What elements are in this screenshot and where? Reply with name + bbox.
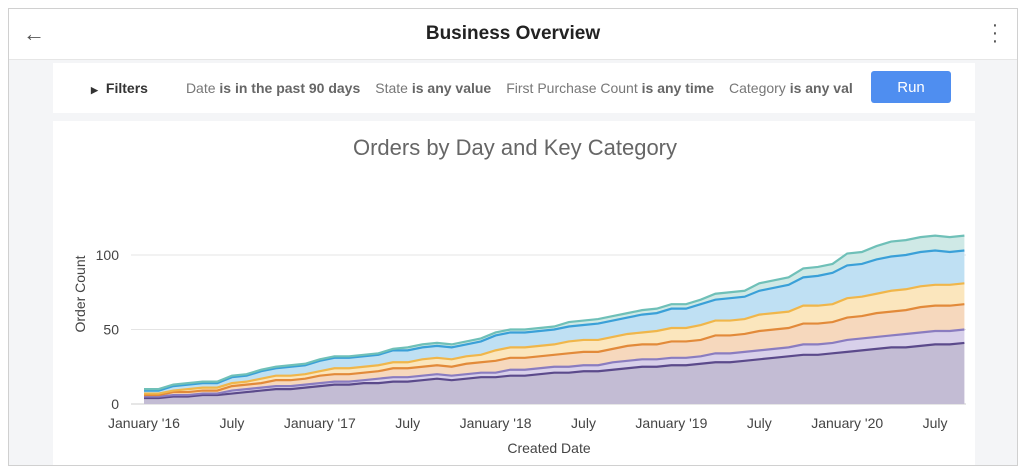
line-series-1 xyxy=(144,328,965,398)
y-tick-label: 0 xyxy=(111,396,119,412)
filter-field: First Purchase Count xyxy=(506,80,638,96)
chart: Orders by Day and Key Category Created D… xyxy=(72,135,966,456)
area-series-3 xyxy=(144,283,965,396)
filter-condition: is in the past 90 days xyxy=(219,80,361,96)
filter-condition: is any time xyxy=(641,80,714,96)
y-tick-label: 100 xyxy=(96,247,120,263)
line-series-4 xyxy=(144,249,965,392)
filter-condition: is any value xyxy=(411,80,492,96)
filter-field: Category xyxy=(729,80,786,96)
y-axis-label: Order Count xyxy=(72,255,88,332)
x-tick-label: January '16 xyxy=(108,415,180,431)
kebab-icon[interactable]: · · · xyxy=(991,14,999,52)
caret-right-icon: ▶ xyxy=(91,85,98,95)
chart-card: Orders by Day and Key Category Created D… xyxy=(53,121,975,465)
line-series-5 xyxy=(144,234,965,391)
header: ← Business Overview · · · xyxy=(9,9,1017,60)
x-tick-label: July xyxy=(219,415,244,431)
area-series-5 xyxy=(144,235,965,391)
filter-state[interactable]: State is any value xyxy=(375,80,491,96)
filter-field: State xyxy=(375,80,408,96)
line-series-0 xyxy=(144,341,965,400)
x-tick-label: July xyxy=(747,415,772,431)
x-tick-label: January '18 xyxy=(460,415,532,431)
y-tick-label: 50 xyxy=(103,322,119,338)
filter-condition: is any val xyxy=(789,80,853,96)
filter-category[interactable]: Category is any val xyxy=(729,80,853,96)
line-series-2 xyxy=(144,303,965,397)
run-button[interactable]: Run xyxy=(871,71,951,103)
filter-date[interactable]: Date is in the past 90 days xyxy=(186,80,360,96)
filter-bar: ▶ Filters Date is in the past 90 days Sta… xyxy=(53,63,975,113)
x-tick-label: July xyxy=(395,415,420,431)
chart-title: Orders by Day and Key Category xyxy=(353,135,677,160)
filter-field: Date xyxy=(185,80,216,96)
x-tick-label: January '19 xyxy=(635,415,707,431)
filter-first-purchase-count[interactable]: First Purchase Count is any time xyxy=(506,80,714,96)
x-axis-label: Created Date xyxy=(507,440,590,456)
x-tick-label: July xyxy=(923,415,948,431)
page-title: Business Overview xyxy=(425,23,601,44)
filters-toggle[interactable]: ▶ Filters xyxy=(91,80,148,96)
line-series-3 xyxy=(144,282,965,395)
x-tick-label: January '20 xyxy=(811,415,883,431)
arrow-left-icon[interactable]: ← xyxy=(23,21,45,46)
x-tick-label: July xyxy=(571,415,596,431)
filters-label: Filters xyxy=(105,80,148,96)
app-window: ← Business Overview · · · ▶ Filters Date is… xyxy=(8,8,1018,466)
x-tick-label: January '17 xyxy=(284,415,356,431)
